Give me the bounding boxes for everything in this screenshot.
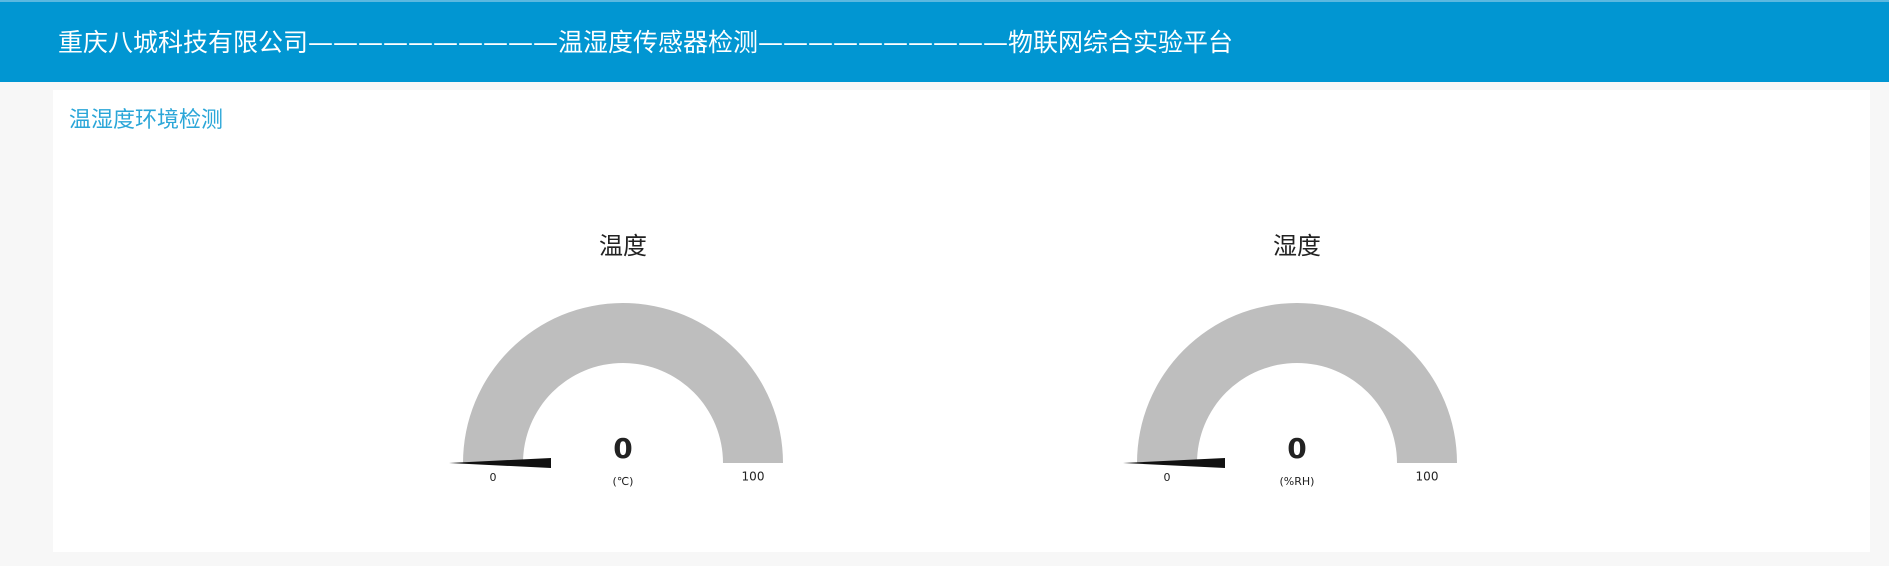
header-title: 重庆八城科技有限公司——————————温湿度传感器检测——————————物联…	[58, 28, 1234, 57]
gauge-arc	[463, 303, 783, 463]
panel-title: 温湿度环境检测	[69, 108, 224, 133]
gauge-max: 100	[1416, 470, 1439, 484]
gauge-needle	[1123, 458, 1225, 468]
gauge-min: 0	[490, 471, 497, 484]
header: 重庆八城科技有限公司——————————温湿度传感器检测——————————物联…	[0, 0, 1889, 82]
panel: 温湿度环境检测 温度 0 (℃) 0 100 湿度 0 (%RH) 0 100	[53, 90, 1870, 552]
gauge-unit: (%RH)	[1280, 475, 1315, 488]
gauges: 温度 0 (℃) 0 100 湿度 0 (%RH) 0 100	[449, 232, 1457, 488]
gauge-min: 0	[1164, 471, 1171, 484]
gauge-needle	[449, 458, 551, 468]
gauge-max: 100	[742, 470, 765, 484]
gauge-value: 0	[613, 432, 632, 465]
gauge-title: 温度	[599, 232, 647, 260]
gauge-title: 湿度	[1273, 232, 1321, 260]
gauge-value: 0	[1287, 432, 1306, 465]
gauge-arc	[1137, 303, 1457, 463]
gauge-unit: (℃)	[613, 475, 634, 488]
